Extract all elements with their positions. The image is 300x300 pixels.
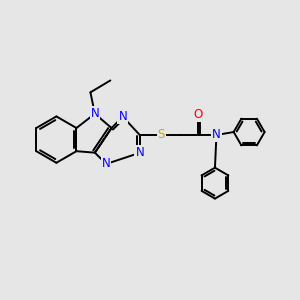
Text: N: N [212, 128, 221, 142]
Text: N: N [118, 110, 127, 123]
Text: N: N [102, 158, 110, 170]
Text: N: N [135, 146, 144, 159]
Text: S: S [158, 128, 165, 142]
Text: N: N [91, 107, 99, 120]
Text: O: O [194, 108, 202, 121]
